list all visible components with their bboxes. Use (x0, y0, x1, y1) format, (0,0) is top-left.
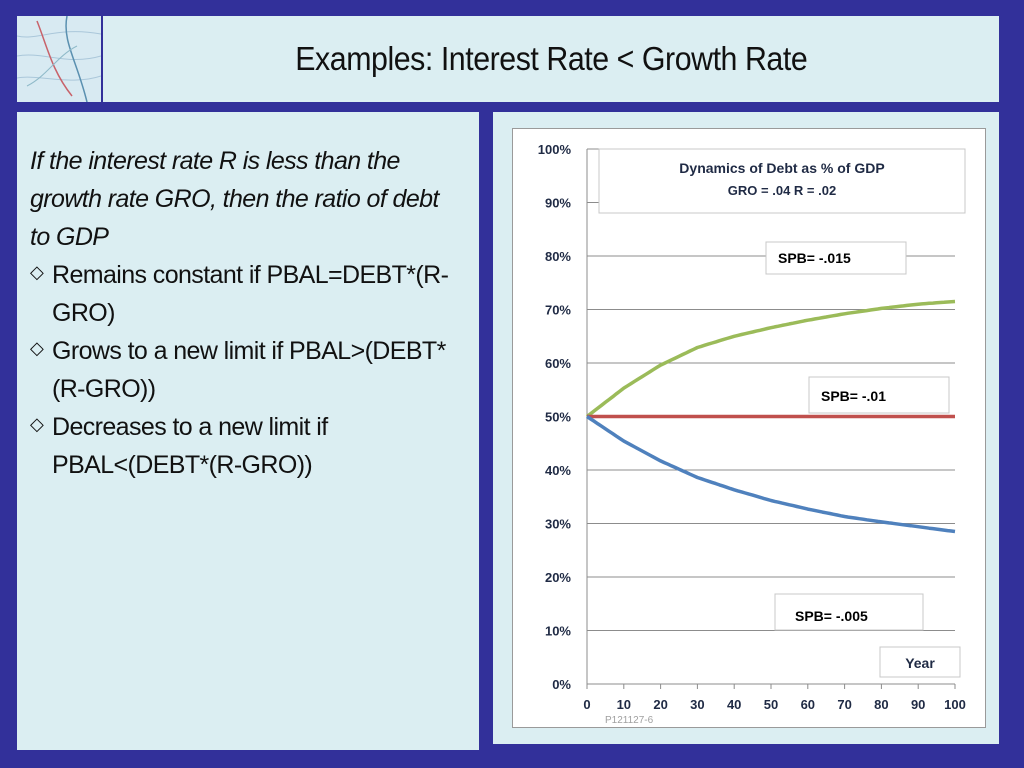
y-tick-label: 50% (545, 410, 571, 425)
chart-title-box (598, 148, 966, 214)
x-tick-label: 100 (944, 697, 966, 712)
y-tick-labels: 0% 10% 20% 30% 40% 50% 60% 70% 80% 90% 100% (538, 142, 572, 692)
y-tick-label: 90% (545, 196, 571, 211)
series-line-2 (586, 415, 956, 534)
y-tick-label: 100% (538, 142, 572, 157)
x-tick-label: 60 (801, 697, 815, 712)
x-tick-labels: 0 10 20 30 40 50 60 70 80 90 100 (583, 697, 965, 712)
y-tick-label: 40% (545, 463, 571, 478)
y-tick-label: 0% (552, 677, 571, 692)
series-line-0 (585, 299, 956, 418)
series-lines (585, 299, 956, 534)
diamond-bullet-icon: ◇ (30, 414, 44, 434)
x-tick-label: 80 (874, 697, 888, 712)
bullet-item: ◇ Grows to a new limit if PBAL>(DEBT*(R-G… (30, 332, 450, 408)
x-tick-label: 20 (653, 697, 667, 712)
series-label-box (765, 241, 907, 275)
bullet-item: ◇ Decreases to a new limit if PBAL<(DEBT*… (30, 408, 450, 484)
x-tick-label: 90 (911, 697, 925, 712)
x-tick-label: 50 (764, 697, 778, 712)
map-logo-icon (17, 16, 101, 102)
chart-container: 0% 10% 20% 30% 40% 50% 60% 70% 80% 90% 100% 0 10 20 3… (512, 128, 986, 728)
debt-dynamics-chart: 0% 10% 20% 30% 40% 50% 60% 70% 80% 90% 100% 0 10 20 3… (538, 142, 966, 726)
y-tick-label: 70% (545, 303, 571, 318)
diamond-bullet-icon: ◇ (30, 262, 44, 282)
y-tick-label: 60% (545, 356, 571, 371)
x-tick-label: 40 (727, 697, 741, 712)
y-tick-label: 30% (545, 517, 571, 532)
x-axis-label: Year (905, 655, 935, 671)
diamond-bullet-icon: ◇ (30, 338, 44, 358)
left-text-panel (17, 112, 479, 750)
chart-title: Dynamics of Debt as % of GDP (679, 160, 884, 176)
intro-text: If the interest rate R is less than the … (30, 147, 439, 251)
x-tick-label: 0 (583, 697, 590, 712)
x-tick-label: 10 (617, 697, 631, 712)
logo-thumbnail (17, 16, 101, 102)
bullet-label: Grows to a new limit if PBAL>(DEBT*(R-GR… (52, 337, 446, 403)
y-tick-label: 10% (545, 624, 571, 639)
series-label-green: SPB= -.015 (778, 250, 851, 266)
slide-title: Examples: Interest Rate < Growth Rate (294, 40, 807, 77)
bullet-label: Remains constant if PBAL=DEBT*(R-GRO) (52, 261, 449, 327)
series-label-box (808, 376, 950, 414)
series-label-blue: SPB= -.005 (795, 608, 868, 624)
x-tick-label: 30 (690, 697, 704, 712)
series-label-box (774, 593, 924, 631)
x-axis-label-box (879, 646, 961, 678)
source-note: P121127-6 (605, 715, 654, 726)
bullet-label: Decreases to a new limit if PBAL<(DEBT*(… (52, 413, 328, 479)
chart-subtitle: GRO = .04 R = .02 (728, 183, 836, 198)
y-tick-label: 20% (545, 570, 571, 585)
series-label-red: SPB= -.01 (821, 388, 886, 404)
bullet-item: ◇ Remains constant if PBAL=DEBT*(R-GRO) (30, 256, 450, 332)
x-tick-label: 70 (837, 697, 851, 712)
title-bar: Examples: Interest Rate < Growth Rate (103, 16, 999, 102)
text-block: If the interest rate R is less than the … (30, 142, 450, 484)
y-tick-label: 80% (545, 249, 571, 264)
